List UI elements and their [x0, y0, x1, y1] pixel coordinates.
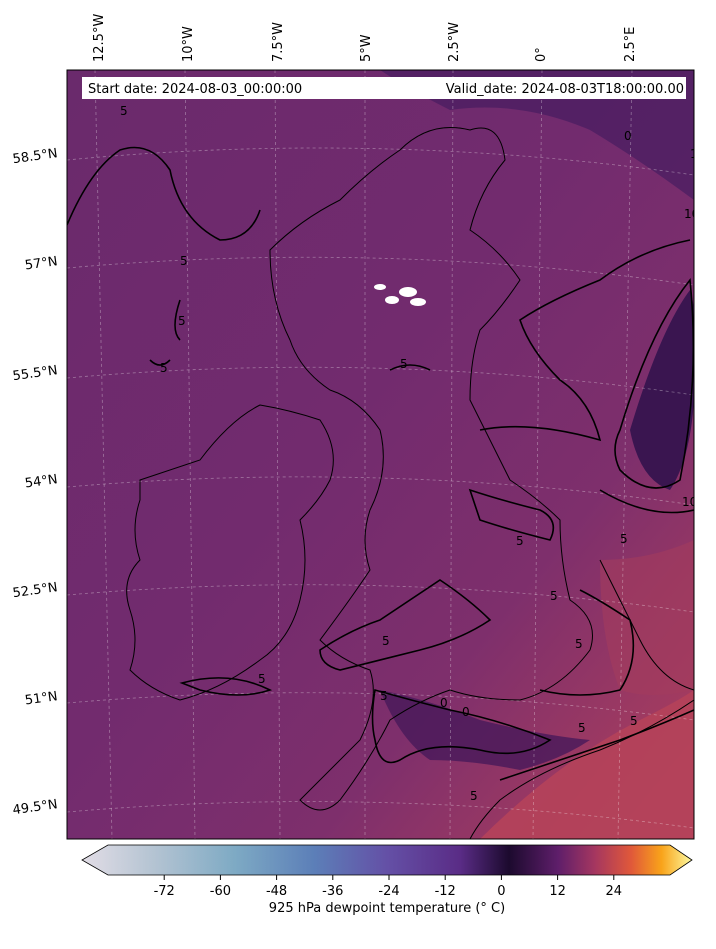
- lon-label: 12.5°W: [92, 14, 107, 62]
- lon-label: 0°: [534, 47, 549, 62]
- dry-band-south: [380, 690, 590, 770]
- contour-labels: 5 5 5 5 5 5 5 5 5 5 5 0 5 0 5 10 10 10 5 5 0: [120, 104, 705, 803]
- colorbar-tick-label: -36: [322, 884, 343, 899]
- contour-label: 10: [690, 147, 705, 161]
- lat-label: 58.5°N: [12, 146, 59, 167]
- contour-label: 10: [682, 495, 697, 509]
- dry-region-north-sea: [630, 290, 694, 490]
- colorbar-ticks: -72 -60 -48 -36 -24 -12 0 12 24: [154, 875, 622, 899]
- lat-label: 55.5°N: [12, 363, 59, 384]
- contour-label: 5: [178, 314, 186, 328]
- contour-label: 5: [470, 789, 478, 803]
- contour-label: 5: [258, 672, 266, 686]
- contour-label: 5: [400, 357, 408, 371]
- valid-date-label: Valid_date: 2024-08-03T18:00:00.00: [446, 82, 684, 97]
- contour-label: 5: [620, 532, 628, 546]
- header-box: [82, 77, 686, 99]
- coastlines: [126, 127, 694, 839]
- colorbar-tick-label: -12: [435, 884, 456, 899]
- contour-lines: [67, 146, 694, 781]
- contour-label: 5: [160, 361, 168, 375]
- contour-label: 5: [380, 689, 388, 703]
- colorbar: -72 -60 -48 -36 -24 -12 0 12 24 925 hPa dewpoint…: [81, 844, 693, 916]
- header: Start date: 2024-08-03_00:00:00 Valid_da…: [82, 77, 686, 99]
- contour-label: 5: [382, 634, 390, 648]
- lon-label: 2.5°W: [447, 22, 462, 62]
- contour-label: 5: [630, 714, 638, 728]
- contour-label: 0: [624, 129, 632, 143]
- graticule: [67, 70, 694, 839]
- contour-label: 5: [516, 534, 524, 548]
- contour-label: 5: [550, 589, 558, 603]
- colorbar-tick-label: -72: [154, 884, 175, 899]
- colorbar-tick-label: 12: [549, 884, 566, 899]
- colorbar-bar: [81, 844, 693, 876]
- map-panel: 5 5 5 5 5 5 5 5 5 5 5 0 5 0 5 10 10 10 5 5 0: [67, 70, 705, 839]
- colorbar-tick-label: 24: [606, 884, 623, 899]
- contour-label: 5: [180, 254, 188, 268]
- warm-region-east: [600, 540, 694, 695]
- colorbar-tick-label: -48: [266, 884, 287, 899]
- contour-label: 5: [578, 721, 586, 735]
- colorbar-tick-label: -60: [210, 884, 231, 899]
- map-frame: [66, 69, 695, 840]
- lat-label: 49.5°N: [12, 797, 59, 818]
- lon-label: 5°W: [359, 34, 374, 62]
- lat-label: 57°N: [24, 254, 59, 273]
- lon-label: 2.5°E: [623, 27, 638, 62]
- dry-region-north: [380, 70, 694, 200]
- missing-data: [374, 284, 426, 306]
- contour-label: 0: [440, 696, 448, 710]
- colorbar-tick-label: 0: [497, 884, 505, 899]
- contour-label: 5: [575, 637, 583, 651]
- warm-region-south: [480, 690, 694, 839]
- dewpoint-field: [67, 70, 694, 839]
- lat-label: 52.5°N: [12, 580, 59, 601]
- lon-label: 7.5°W: [271, 22, 286, 62]
- contour-label: 10: [684, 207, 699, 221]
- lat-label: 51°N: [24, 689, 59, 708]
- latitude-labels: 58.5°N 57°N 55.5°N 54°N 52.5°N 51°N 49.5°N: [12, 146, 59, 818]
- colorbar-tick-label: -24: [378, 884, 399, 899]
- colorbar-label: 925 hPa dewpoint temperature (° C): [269, 901, 505, 916]
- contour-label: 0: [462, 705, 470, 719]
- lat-label: 54°N: [24, 472, 59, 491]
- longitude-labels: 12.5°W 10°W 7.5°W 5°W 2.5°W 0° 2.5°E: [92, 14, 638, 62]
- lon-label: 10°W: [181, 26, 196, 62]
- start-date-label: Start date: 2024-08-03_00:00:00: [88, 82, 302, 97]
- contour-label: 5: [120, 104, 128, 118]
